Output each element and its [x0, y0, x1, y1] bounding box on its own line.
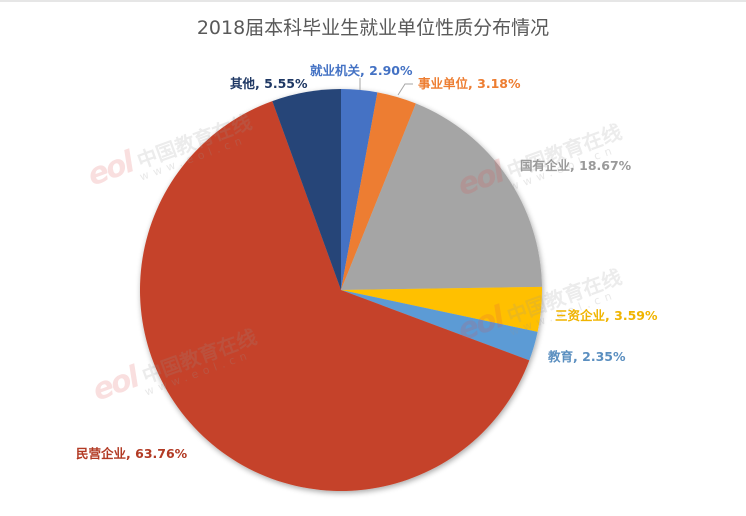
data-label-private: 民营企业, 63.76%: [76, 446, 188, 461]
chart-title: 2018届本科毕业生就业单位性质分布情况: [196, 17, 550, 39]
leader-line-institution: [397, 83, 413, 96]
leader-lines: [359, 78, 413, 96]
pie-slices: [139, 89, 543, 492]
pie-slice: [272, 89, 341, 290]
pie-slice: [341, 286, 543, 332]
data-label-public-institution: 事业单位, 3.18%: [418, 76, 521, 91]
data-label-education: 教育, 2.35%: [548, 349, 626, 364]
data-label-other: 其他, 5.55%: [230, 76, 308, 91]
pie-slice: [341, 290, 538, 361]
data-label-state-owned: 国有企业, 18.67%: [520, 158, 632, 173]
pie-slice: [139, 101, 530, 492]
top-border: [0, 0, 746, 2]
pie-slice: [341, 92, 416, 290]
pie-slice: [341, 89, 378, 290]
pie-slice: [341, 103, 542, 291]
data-label-gov-agency: 就业机关, 2.90%: [310, 63, 413, 78]
data-label-foreign-invested: 三资企业, 3.59%: [555, 308, 658, 323]
